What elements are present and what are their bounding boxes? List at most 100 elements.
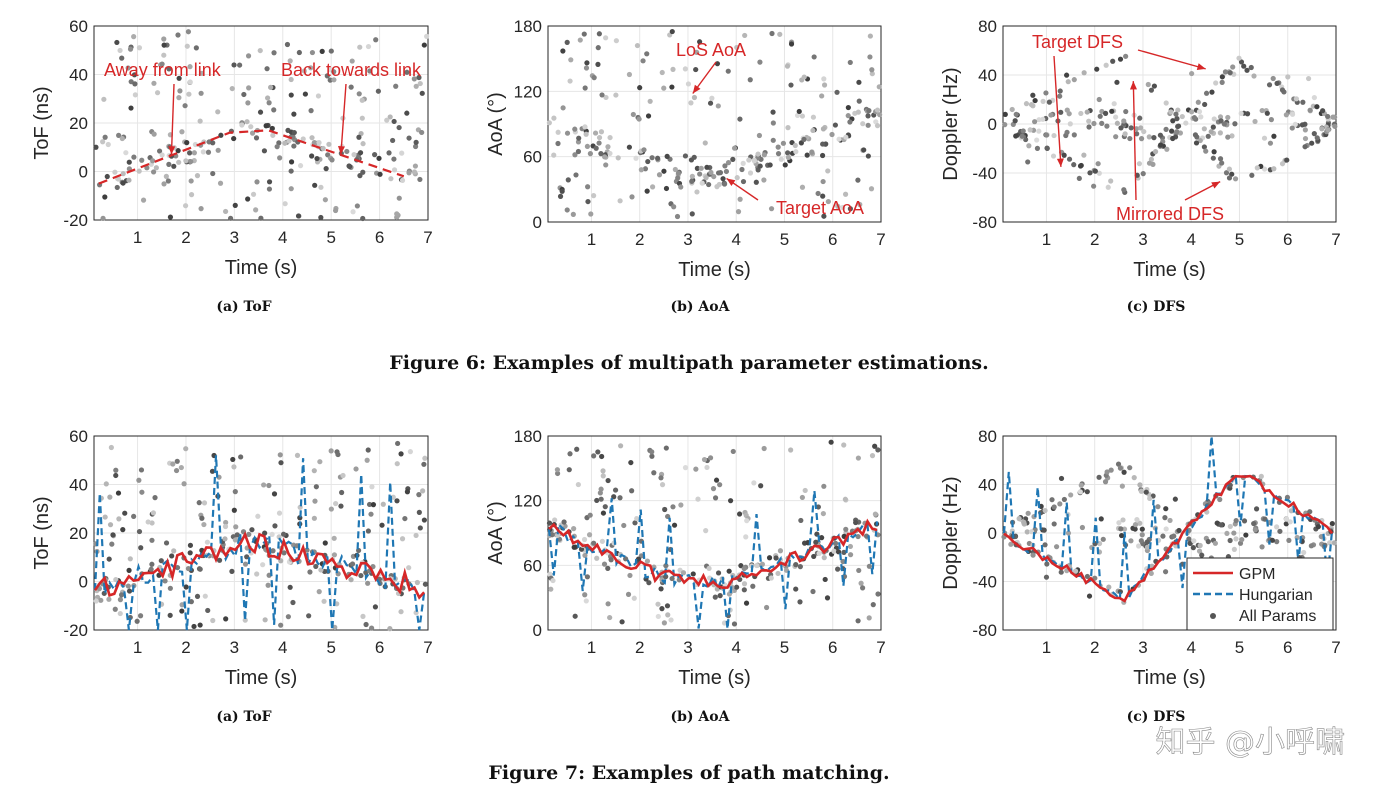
data-point	[722, 163, 728, 169]
data-point	[356, 91, 362, 97]
data-point	[1227, 537, 1233, 544]
data-point	[607, 134, 613, 141]
data-point	[217, 180, 224, 186]
data-point	[1162, 569, 1169, 575]
data-point	[245, 196, 251, 202]
data-point	[1259, 544, 1265, 550]
data-point	[782, 162, 788, 168]
data-point	[1218, 522, 1224, 528]
data-point	[265, 95, 271, 101]
data-point	[187, 79, 193, 85]
data-point	[333, 500, 339, 507]
data-point	[847, 119, 853, 125]
y-tick-label: 40	[978, 476, 997, 495]
data-point	[751, 480, 757, 486]
data-point	[575, 148, 582, 155]
data-point	[1036, 117, 1042, 123]
data-point	[1279, 87, 1286, 93]
data-point	[757, 163, 763, 169]
data-point	[1233, 518, 1239, 524]
data-point	[175, 148, 181, 154]
data-point	[194, 593, 201, 600]
data-point	[664, 153, 670, 159]
data-point	[691, 154, 697, 160]
data-point	[811, 54, 817, 60]
data-point	[368, 625, 375, 631]
data-point	[595, 61, 601, 67]
data-point	[822, 576, 828, 583]
data-point	[603, 162, 609, 168]
x-tick-label: 2	[181, 638, 190, 657]
data-point	[1197, 137, 1203, 144]
data-point	[698, 165, 704, 171]
data-point	[244, 554, 250, 560]
data-point	[420, 488, 426, 494]
data-point	[125, 65, 131, 71]
data-point	[699, 180, 705, 186]
data-point	[1111, 101, 1117, 107]
data-point	[617, 495, 623, 501]
data-point	[137, 613, 144, 619]
data-point	[384, 117, 390, 123]
data-point	[867, 33, 873, 39]
data-point	[1072, 568, 1079, 574]
data-point	[1241, 63, 1247, 69]
data-point	[858, 580, 864, 586]
data-point	[598, 151, 604, 157]
data-point	[1314, 135, 1320, 141]
data-point	[710, 486, 717, 492]
data-point	[737, 116, 743, 122]
data-point	[328, 48, 334, 54]
data-point	[1231, 530, 1237, 536]
data-point	[741, 587, 747, 593]
y-tick-label: 60	[523, 556, 542, 575]
data-point	[163, 173, 169, 179]
subtitle-f6c: (c) DFS	[1127, 299, 1186, 315]
data-point	[413, 83, 419, 89]
y-tick-label: 180	[514, 427, 542, 446]
data-point	[866, 563, 872, 569]
data-point	[359, 115, 365, 121]
data-point	[1195, 99, 1201, 105]
data-point	[603, 94, 609, 101]
data-point	[596, 140, 602, 146]
data-point	[171, 548, 177, 554]
data-point	[843, 134, 849, 140]
data-point	[689, 211, 695, 217]
data-point	[875, 591, 881, 597]
data-point	[191, 623, 197, 630]
data-point	[659, 69, 665, 76]
data-point	[1106, 584, 1112, 590]
data-point	[661, 620, 667, 626]
data-point	[257, 47, 263, 54]
data-point	[554, 532, 561, 538]
subtitle-f7a: (a) ToF	[216, 709, 271, 725]
data-point	[587, 512, 593, 518]
data-point	[572, 126, 578, 132]
data-point	[758, 483, 764, 489]
data-point	[1020, 128, 1026, 134]
annotation-arrowhead	[692, 84, 701, 94]
data-point	[841, 549, 847, 555]
data-point	[237, 62, 243, 68]
data-point	[317, 459, 323, 465]
data-point	[1034, 145, 1041, 151]
data-point	[1155, 504, 1161, 510]
data-point	[282, 140, 288, 146]
data-point	[834, 89, 840, 95]
data-point	[291, 129, 297, 136]
data-point	[1043, 132, 1050, 138]
data-point	[1009, 106, 1015, 113]
data-point	[234, 532, 240, 538]
data-point	[372, 152, 378, 158]
data-point	[1264, 110, 1270, 116]
data-point	[555, 129, 561, 135]
data-point	[1174, 116, 1180, 122]
data-point	[586, 532, 593, 538]
data-point	[1266, 82, 1273, 88]
data-point	[1030, 552, 1036, 558]
data-point	[123, 150, 129, 156]
data-point	[202, 593, 208, 599]
data-point	[636, 116, 642, 122]
data-point	[866, 615, 872, 621]
